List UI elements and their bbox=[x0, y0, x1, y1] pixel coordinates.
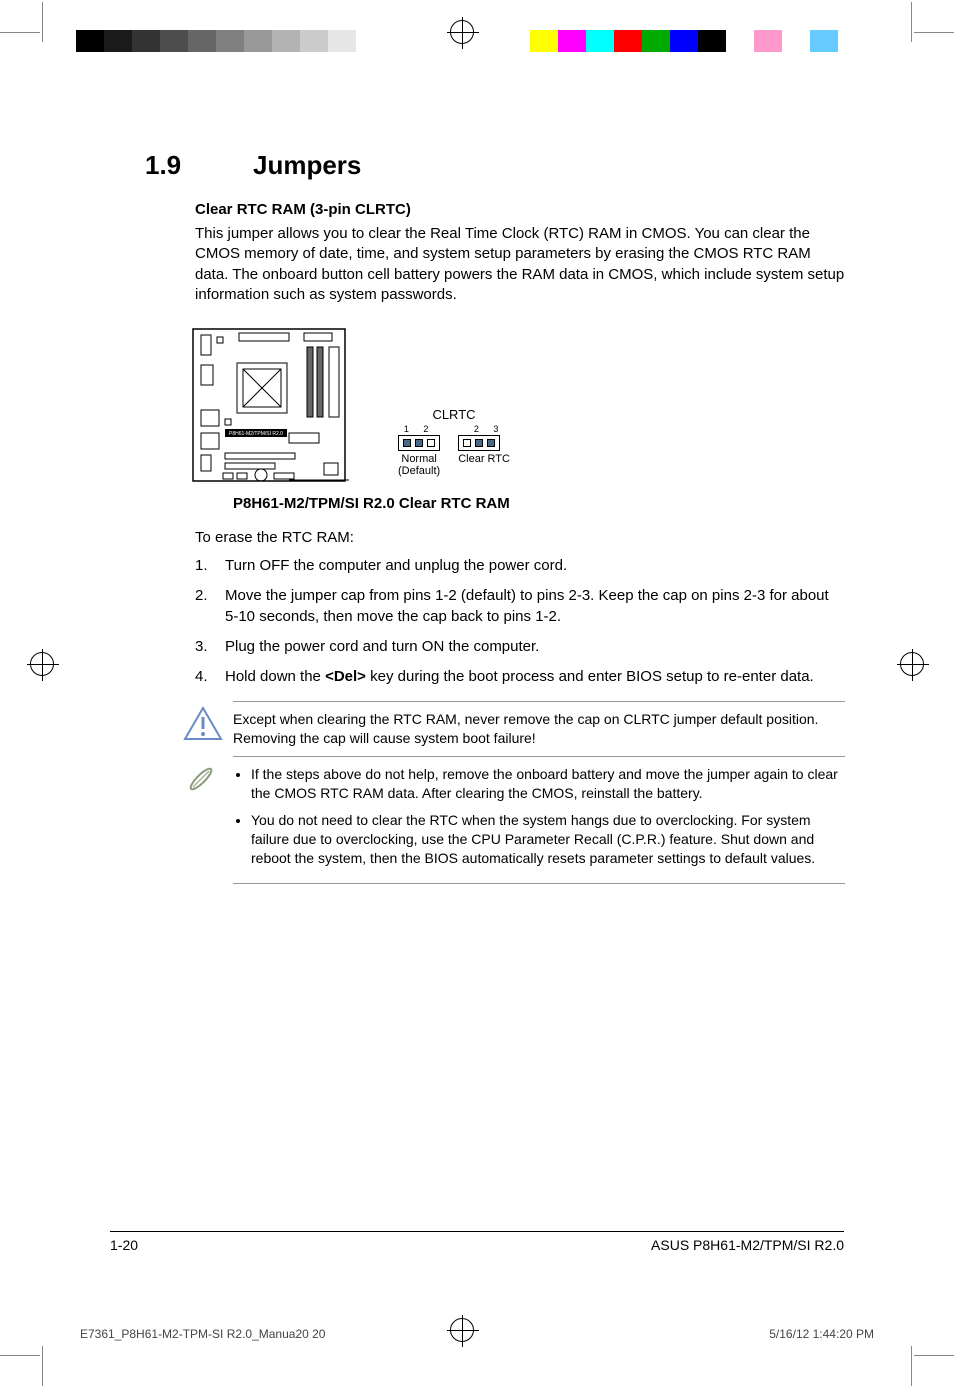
print-datetime: 5/16/12 1:44:20 PM bbox=[769, 1327, 874, 1341]
page-content: 1.9Jumpers Clear RTC RAM (3-pin CLRTC) T… bbox=[145, 150, 845, 884]
step-3: Plug the power cord and turn ON the comp… bbox=[225, 637, 845, 657]
default-label: (Default) bbox=[398, 465, 440, 477]
warning-callout: Except when clearing the RTC RAM, never … bbox=[233, 701, 845, 757]
jumper-diagram: P8H61-M2/TPM/SI R2.0 CLRTC 1 2 Normal bbox=[189, 325, 845, 515]
clear-rtc-label: Clear RTC bbox=[458, 453, 510, 465]
registration-mark-icon bbox=[30, 652, 54, 676]
registration-mark-icon bbox=[900, 652, 924, 676]
note-icon bbox=[183, 761, 233, 875]
printer-bar bbox=[0, 12, 954, 48]
step-4: Hold down the <Del> key during the boot … bbox=[225, 667, 845, 687]
svg-text:P8H61-M2/TPM/SI R2.0: P8H61-M2/TPM/SI R2.0 bbox=[229, 431, 283, 437]
steps-list: 1.Turn OFF the computer and unplug the p… bbox=[195, 556, 845, 687]
warning-text: Except when clearing the RTC RAM, never … bbox=[233, 710, 845, 748]
diagram-caption: P8H61-M2/TPM/SI R2.0 Clear RTC RAM bbox=[233, 495, 510, 512]
section-title: Jumpers bbox=[253, 150, 361, 180]
note-2: You do not need to clear the RTC when th… bbox=[251, 811, 845, 868]
registration-mark-icon bbox=[450, 20, 474, 44]
section-number: 1.9 bbox=[145, 150, 253, 181]
pin-labels-normal: 1 2 bbox=[398, 424, 440, 434]
subsection-title: Clear RTC RAM (3-pin CLRTC) bbox=[195, 201, 845, 218]
page-number: 1-20 bbox=[110, 1237, 138, 1253]
jumper-normal-icon bbox=[398, 435, 440, 451]
normal-label: Normal bbox=[398, 453, 440, 465]
print-footer: E7361_P8H61-M2-TPM-SI R2.0_Manua20 20 5/… bbox=[80, 1327, 874, 1341]
motherboard-icon: P8H61-M2/TPM/SI R2.0 bbox=[189, 325, 349, 485]
note-callout: If the steps above do not help, remove t… bbox=[233, 757, 845, 884]
jumper-clear-icon bbox=[458, 435, 500, 451]
clrtc-label: CLRTC bbox=[379, 407, 529, 422]
step-2: Move the jumper cap from pins 1-2 (defau… bbox=[225, 586, 845, 627]
pin-labels-clear: 2 3 bbox=[458, 424, 510, 434]
note-body: If the steps above do not help, remove t… bbox=[233, 765, 845, 875]
warning-icon bbox=[183, 706, 233, 748]
erase-heading: To erase the RTC RAM: bbox=[195, 529, 845, 546]
intro-text: This jumper allows you to clear the Real… bbox=[195, 224, 845, 305]
footer-product: ASUS P8H61-M2/TPM/SI R2.0 bbox=[651, 1237, 844, 1253]
page-footer: 1-20 ASUS P8H61-M2/TPM/SI R2.0 bbox=[110, 1231, 844, 1253]
print-file: E7361_P8H61-M2-TPM-SI R2.0_Manua20 20 bbox=[80, 1327, 325, 1341]
section-heading: 1.9Jumpers bbox=[145, 150, 845, 181]
step-1: Turn OFF the computer and unplug the pow… bbox=[225, 556, 845, 576]
color-swatches bbox=[530, 30, 838, 52]
gray-swatches bbox=[76, 30, 384, 52]
note-1: If the steps above do not help, remove t… bbox=[251, 765, 845, 803]
